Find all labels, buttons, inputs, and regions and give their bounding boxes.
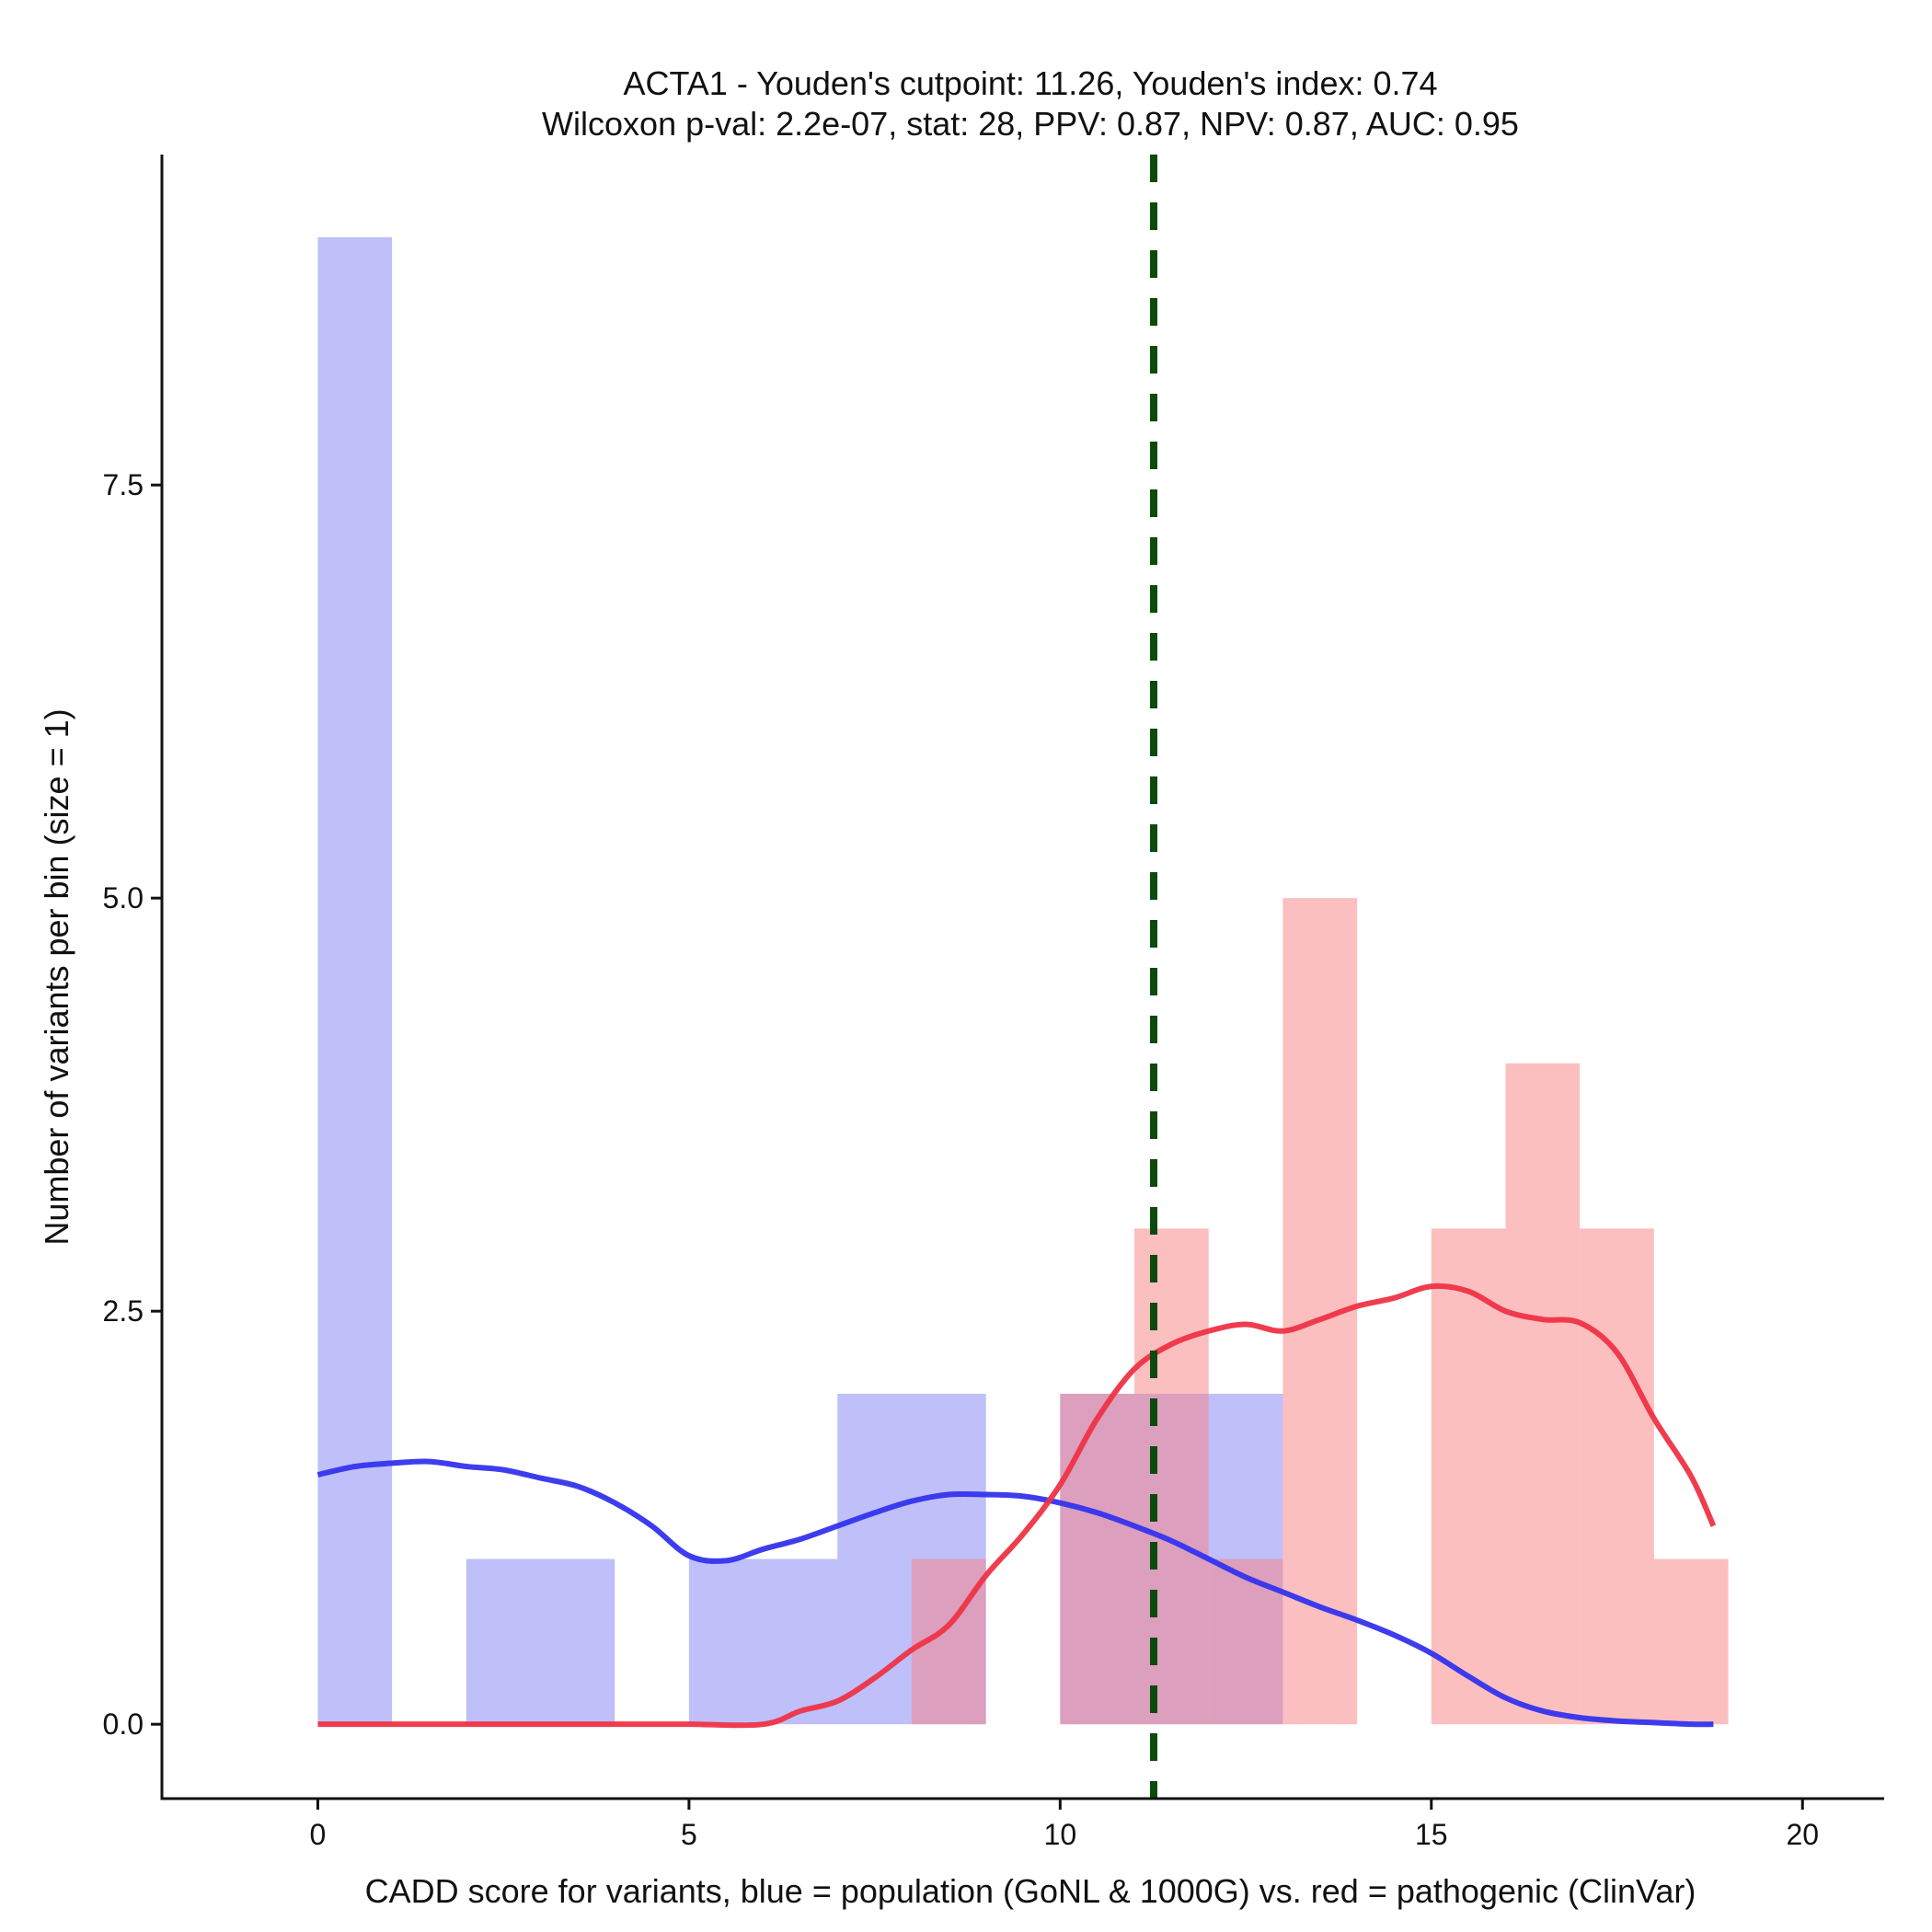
red-bar-5	[1431, 1228, 1506, 1725]
blue-bar-3	[688, 1558, 764, 1725]
red-bar-8	[1653, 1558, 1729, 1725]
chart-title-line1: ACTA1 - Youden's cutpoint: 11.26, Youden…	[623, 64, 1437, 102]
x-ticks: 0 5 10 15 20	[310, 1799, 1819, 1851]
x-axis-label: CADD score for variants, blue = populati…	[365, 1872, 1696, 1910]
density-curves	[316, 1282, 1717, 1729]
x-tick-label: 5	[681, 1818, 697, 1851]
y-tick-label: 5.0	[103, 881, 144, 914]
y-tick-label: 0.0	[103, 1708, 144, 1741]
axes	[160, 155, 1884, 1800]
blue-density-curve	[316, 1458, 1714, 1728]
blue-bar-2	[540, 1558, 615, 1725]
red-bars	[911, 898, 1729, 1725]
y-axis-label: Number of variants per bin (size = 1)	[38, 708, 75, 1245]
y-tick-label: 7.5	[103, 468, 144, 501]
red-bar-6	[1505, 1063, 1581, 1725]
red-bar-7	[1580, 1228, 1654, 1725]
chart-title-line2: Wilcoxon p-val: 2.2e-07, stat: 28, PPV: …	[542, 105, 1519, 143]
y-ticks: 0.0 2.5 5.0 7.5	[103, 468, 162, 1741]
red-bar-2	[1134, 1228, 1209, 1725]
y-tick-label: 2.5	[103, 1294, 144, 1328]
blue-bar-5	[837, 1393, 912, 1725]
x-tick-label: 10	[1044, 1818, 1077, 1851]
red-density-curve	[317, 1282, 1717, 1729]
blue-bar-1	[466, 1558, 541, 1725]
x-tick-label: 15	[1415, 1818, 1448, 1851]
blue-bar-0	[317, 236, 393, 1725]
red-bar-3	[1208, 1558, 1283, 1725]
red-bar-1	[1060, 1393, 1135, 1725]
x-tick-label: 20	[1786, 1818, 1819, 1851]
blue-bar-4	[763, 1558, 838, 1725]
x-tick-label: 0	[310, 1818, 327, 1851]
